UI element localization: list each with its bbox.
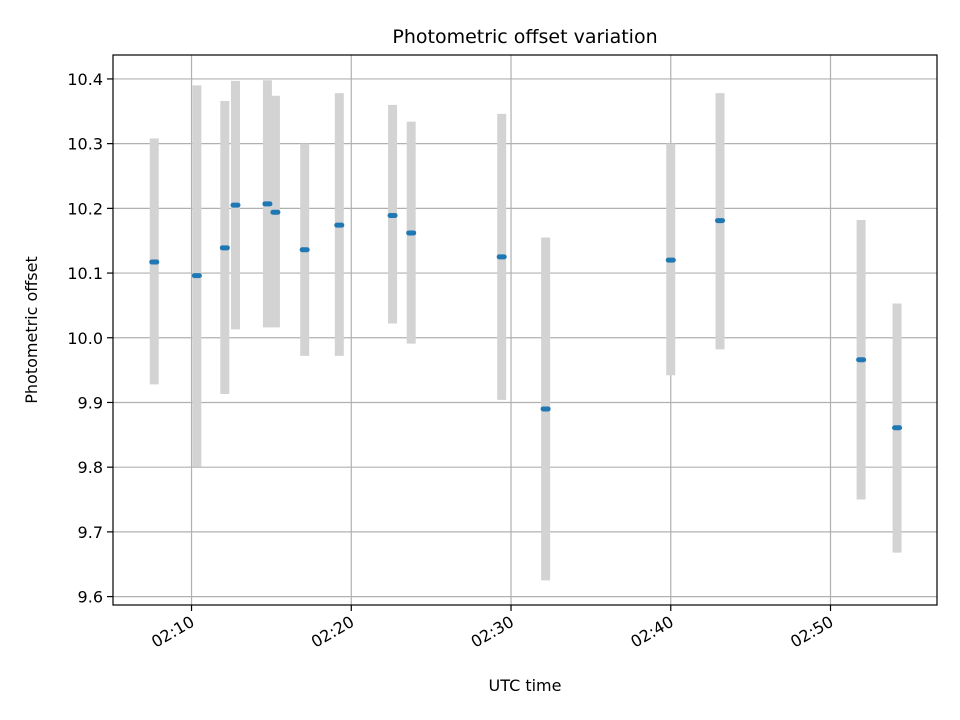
data-point	[191, 273, 202, 279]
y-tick-label: 9.6	[78, 588, 103, 607]
data-point	[219, 245, 230, 251]
y-tick-label: 10.2	[67, 199, 103, 218]
data-point	[406, 230, 417, 236]
y-tick-label: 9.8	[78, 458, 103, 477]
data-point	[262, 201, 273, 207]
plot-frame	[112, 54, 938, 606]
data-point	[334, 222, 345, 228]
y-tick-label: 10.4	[67, 70, 103, 89]
data-point	[540, 406, 551, 412]
data-point	[270, 209, 281, 215]
data-point	[496, 254, 507, 260]
data-point	[892, 425, 903, 431]
data-points	[149, 201, 903, 431]
y-tick-label: 10.1	[67, 264, 103, 283]
data-point	[299, 247, 310, 253]
data-point	[149, 259, 160, 265]
y-tick-label: 9.7	[78, 523, 103, 542]
y-tick-label: 9.9	[78, 393, 103, 412]
data-point	[230, 202, 241, 208]
data-point	[856, 357, 867, 363]
y-tick-label: 10.3	[67, 135, 103, 154]
data-point	[665, 257, 676, 263]
x-axis-label: UTC time	[489, 676, 562, 695]
y-axis-label: Photometric offset	[22, 256, 41, 404]
y-axis: 9.6 9.7 9.8 9.9 10.0 10.1 10.2 10.3 10.4	[67, 70, 113, 607]
data-point	[715, 218, 726, 224]
y-tick-label: 10.0	[67, 329, 103, 348]
chart-title: Photometric offset variation	[392, 26, 657, 48]
data-point	[387, 212, 398, 218]
